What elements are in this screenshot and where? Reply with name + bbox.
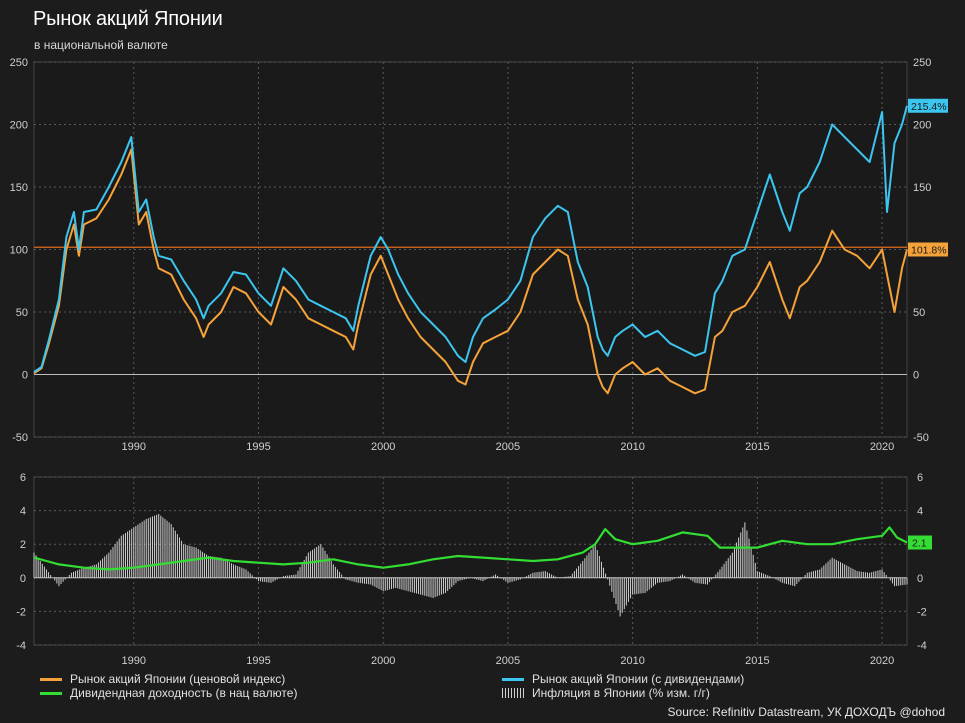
bottom-y-tick-left: 4 xyxy=(20,506,26,518)
end-label-dividend-yield: 2.1 xyxy=(912,538,927,550)
top-x-tick: 2000 xyxy=(371,441,395,453)
top-y-tick-left: -50 xyxy=(12,432,28,444)
price-series-line xyxy=(33,148,908,395)
top-x-tick: 2020 xyxy=(870,441,894,453)
source-note: Source: Refinitiv Datastream, УК ДОХОДЪ … xyxy=(667,705,945,719)
top-y-tick-left: 250 xyxy=(10,57,28,69)
bottom-x-tick: 1990 xyxy=(122,655,146,667)
bottom-panel-frame xyxy=(33,476,908,646)
top-y-tick-left: 0 xyxy=(22,370,28,382)
top-x-tick: 1995 xyxy=(246,441,270,453)
top-x-tick: 2015 xyxy=(745,441,769,453)
bottom-x-tick: 2000 xyxy=(371,655,395,667)
top-y-tick-left: 200 xyxy=(10,120,28,132)
end-label-price: 101.8% xyxy=(911,245,947,257)
bottom-x-tick: 2015 xyxy=(745,655,769,667)
top-y-tick-right: 200 xyxy=(913,120,931,132)
bottom-x-tick: 2005 xyxy=(496,655,520,667)
bottom-y-tick-right: 6 xyxy=(917,472,923,484)
end-label-total-return: 215.4% xyxy=(911,101,947,113)
end-label-dividend-yield-bg xyxy=(908,535,932,550)
top-x-tick: 2005 xyxy=(496,441,520,453)
top-y-tick-right: -50 xyxy=(913,432,929,444)
bottom-y-tick-right: -4 xyxy=(917,640,927,652)
end-label-total-return-bg xyxy=(908,98,948,113)
bottom-y-tick-right: 0 xyxy=(917,573,923,585)
bottom-y-tick-right: -2 xyxy=(917,606,927,618)
top-y-tick-left: 100 xyxy=(10,245,28,257)
end-label-price-bg xyxy=(908,242,948,257)
bottom-y-tick-left: 2 xyxy=(20,539,26,551)
bottom-y-tick-left: 0 xyxy=(20,573,26,585)
bottom-y-tick-left: -2 xyxy=(16,606,26,618)
top-x-tick: 1990 xyxy=(122,441,146,453)
bottom-y-tick-right: 4 xyxy=(917,506,923,518)
top-y-tick-right: 250 xyxy=(913,57,931,69)
bottom-x-tick: 2020 xyxy=(870,655,894,667)
bottom-x-tick: 2010 xyxy=(620,655,644,667)
top-y-tick-right: 50 xyxy=(913,307,925,319)
chart-subtitle: в национальной валюте xyxy=(34,38,168,52)
bottom-y-tick-left: -4 xyxy=(16,640,26,652)
total-return-series-line xyxy=(33,105,908,373)
top-y-tick-left: 150 xyxy=(10,182,28,194)
top-y-tick-left: 50 xyxy=(16,307,28,319)
bottom-y-tick-left: 6 xyxy=(20,472,26,484)
bottom-x-tick: 1995 xyxy=(246,655,270,667)
dividend-yield-series-line xyxy=(33,526,908,571)
chart-title: Рынок акций Японии xyxy=(33,8,223,30)
top-y-tick-right: 0 xyxy=(913,370,919,382)
top-x-tick: 2010 xyxy=(620,441,644,453)
top-y-tick-right: 150 xyxy=(913,182,931,194)
